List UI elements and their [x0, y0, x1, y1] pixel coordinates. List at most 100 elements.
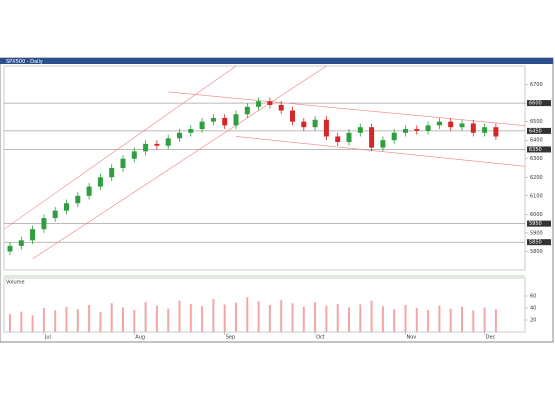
candle-body	[256, 101, 262, 107]
candle-body	[414, 129, 420, 131]
trend-line	[168, 91, 525, 126]
candle-body	[165, 138, 171, 146]
candle-body	[154, 143, 160, 146]
candle-body	[312, 119, 318, 128]
level-label: 6600	[529, 101, 542, 107]
candle-body	[18, 240, 24, 246]
candle-body	[403, 129, 408, 133]
candle-body	[369, 127, 375, 148]
volume-bar	[381, 306, 384, 332]
volume-bar	[246, 297, 249, 332]
y-tick-label: 6000	[530, 212, 543, 218]
volume-bar	[110, 303, 113, 332]
candle-body	[233, 114, 239, 126]
volume-bar	[291, 303, 294, 332]
candle-body	[436, 121, 442, 126]
x-tick-label: Aug	[135, 335, 145, 341]
candle-body	[267, 101, 273, 105]
volume-bar	[54, 310, 57, 332]
candle-body	[335, 136, 341, 143]
candle-body	[199, 121, 205, 130]
price-panel	[3, 65, 526, 271]
candle-body	[52, 210, 58, 219]
volume-bar	[314, 302, 317, 332]
volume-bar	[427, 309, 430, 332]
candle-body	[459, 123, 465, 128]
trend-line	[235, 136, 525, 167]
candle-body	[7, 245, 13, 252]
volume-bar	[99, 312, 102, 332]
candle-body	[323, 119, 329, 137]
candle-body	[143, 143, 149, 152]
candle-body	[470, 123, 476, 133]
candle-body	[75, 195, 81, 204]
x-tick-label: Sep	[226, 335, 235, 341]
candle-body	[425, 125, 431, 131]
volume-bar	[393, 309, 396, 332]
volume-bar	[223, 304, 226, 332]
candle-body	[177, 132, 182, 139]
volume-bar	[415, 308, 418, 332]
candle-body	[64, 203, 69, 211]
volume-bar	[155, 305, 158, 332]
candle-body	[380, 140, 386, 148]
level-box	[527, 146, 551, 153]
trend-line	[4, 66, 237, 230]
window-title: SPX500 - Daily	[6, 59, 43, 65]
volume-tick-label: 40	[530, 306, 536, 312]
volume-bar	[268, 305, 271, 332]
volume-bar	[348, 307, 350, 332]
volume-bar	[257, 301, 260, 332]
level-label: 6450	[529, 128, 542, 134]
candle-body	[357, 127, 363, 133]
candle-body	[244, 106, 250, 115]
level-label: 5950	[529, 221, 542, 227]
x-tick-label: Nov	[407, 335, 417, 341]
volume-bar	[31, 315, 34, 332]
volume-bar	[212, 299, 215, 332]
volume-bar	[461, 306, 463, 332]
volume-bar	[189, 303, 192, 332]
y-tick-label: 6700	[530, 82, 543, 88]
candle-body	[301, 121, 307, 128]
volume-bar	[122, 307, 124, 332]
level-label: 6350	[529, 147, 542, 153]
candle-body	[290, 110, 295, 122]
candle-body	[41, 218, 47, 230]
volume-bar	[42, 308, 45, 332]
x-tick-label: Jul	[44, 335, 51, 341]
candle-body	[109, 168, 115, 178]
y-tick-label: 6500	[530, 119, 543, 125]
volume-bar	[404, 305, 407, 332]
x-tick-label: Dec	[486, 335, 496, 341]
volume-bar	[325, 305, 328, 332]
volume-bar	[201, 306, 204, 332]
volume-bar	[65, 306, 68, 332]
y-tick-label: 6300	[530, 156, 543, 162]
volume-bar	[302, 306, 305, 332]
x-tick-label: Oct	[316, 335, 325, 341]
level-box	[527, 239, 551, 246]
volume-label: Volume	[6, 280, 25, 286]
volume-bar	[144, 302, 147, 332]
candle-body	[86, 186, 92, 196]
volume-bar	[178, 300, 181, 332]
trend-line	[32, 66, 327, 260]
volume-bar	[359, 304, 362, 332]
volume-tick-label: 20	[530, 318, 536, 324]
candle-body	[493, 127, 499, 137]
volume-bar	[280, 300, 283, 332]
candle-body	[131, 151, 137, 159]
y-tick-label: 5800	[530, 249, 543, 255]
candle-body	[188, 129, 194, 133]
candle-body	[97, 177, 103, 187]
level-box	[527, 220, 551, 227]
candle-body	[482, 127, 488, 133]
candle-body	[210, 117, 216, 122]
volume-bar	[438, 305, 441, 332]
volume-bar	[336, 303, 339, 332]
y-tick-label: 6200	[530, 175, 543, 181]
candle-body	[222, 117, 228, 126]
level-box	[527, 127, 551, 134]
volume-bar	[133, 309, 136, 332]
